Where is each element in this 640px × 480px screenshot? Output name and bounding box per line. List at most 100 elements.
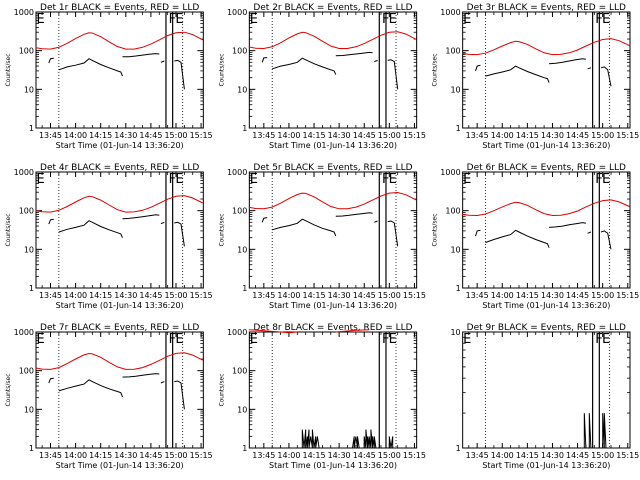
flag-marker-label: F bbox=[595, 172, 602, 187]
flag-marker-label: F bbox=[595, 332, 602, 347]
x-tick-label: 13:45 bbox=[466, 451, 489, 460]
y-tick-label: 100 bbox=[232, 47, 247, 56]
y-tick-label: 1000 bbox=[440, 8, 460, 17]
x-tick-label: 14:00 bbox=[277, 451, 300, 460]
x-tick-label: 15:00 bbox=[591, 451, 614, 460]
x-tick-label: 15:00 bbox=[164, 131, 187, 140]
y-axis-label: Counts/sec bbox=[5, 53, 12, 86]
y-axis-label: Counts/sec bbox=[432, 213, 439, 246]
detector-panel-3: Det 3r BLACK = Events, RED = LLD 1 10 100 10… bbox=[432, 3, 640, 150]
x-tick-label: 14:00 bbox=[491, 291, 514, 300]
x-tick-label: 15:00 bbox=[591, 131, 614, 140]
flag-marker-label: E bbox=[463, 12, 471, 27]
x-tick-label: 15:15 bbox=[403, 131, 426, 140]
detector-panel-1: Det 1r BLACK = Events, RED = LLD 1 10 100 10… bbox=[5, 3, 213, 150]
plot-frame bbox=[462, 11, 631, 129]
flag-marker-label: E bbox=[36, 172, 44, 187]
plot-frame bbox=[35, 11, 204, 129]
series-events-line bbox=[549, 222, 587, 228]
series-events-line bbox=[122, 214, 160, 220]
x-tick-label: 13:45 bbox=[39, 131, 62, 140]
x-axis-label: Start Time (01-Jun-14 13:36:20) bbox=[269, 461, 397, 470]
x-tick-label: 13:45 bbox=[252, 291, 275, 300]
y-tick-label: 1 bbox=[29, 124, 34, 133]
x-tick-label: 15:00 bbox=[164, 291, 187, 300]
x-tick-label: 14:30 bbox=[328, 451, 351, 460]
series-events-line bbox=[174, 221, 185, 247]
series-events-line bbox=[48, 57, 54, 64]
x-tick-label: 13:45 bbox=[252, 451, 275, 460]
x-tick-label: 14:30 bbox=[541, 131, 564, 140]
y-axis-label: Counts/sec bbox=[218, 373, 225, 406]
series-lld-line bbox=[248, 31, 417, 50]
x-tick-label: 14:45 bbox=[566, 291, 589, 300]
x-tick-label: 13:45 bbox=[466, 131, 489, 140]
flag-marker-label: F bbox=[169, 12, 176, 27]
x-tick-label: 14:30 bbox=[541, 451, 564, 460]
x-tick-label: 14:30 bbox=[114, 291, 137, 300]
flag-marker-label: E bbox=[175, 172, 183, 187]
series-events-line bbox=[587, 231, 592, 234]
x-tick-label: 14:00 bbox=[491, 131, 514, 140]
panel-title: Det 2r BLACK = Events, RED = LLD bbox=[253, 3, 412, 13]
series-events-line bbox=[549, 58, 586, 65]
x-tick-label: 15:00 bbox=[591, 291, 614, 300]
series-events-line bbox=[160, 60, 165, 63]
series-events-line bbox=[387, 59, 399, 90]
x-tick-label: 15:15 bbox=[616, 451, 639, 460]
y-axis-label: Counts/sec bbox=[5, 213, 12, 246]
series-events-line bbox=[374, 220, 378, 223]
flag-marker-label: E bbox=[36, 12, 44, 27]
x-axis-label: Start Time (01-Jun-14 13:36:20) bbox=[56, 301, 184, 310]
x-tick-label: 14:30 bbox=[328, 131, 351, 140]
x-tick-label: 14:30 bbox=[328, 291, 351, 300]
x-tick-label: 14:45 bbox=[139, 451, 162, 460]
flag-marker-label: F bbox=[382, 332, 389, 347]
detector-panel-6: Det 6r BLACK = Events, RED = LLD 1 10 100 10… bbox=[432, 163, 640, 310]
y-tick-label: 100 bbox=[232, 207, 247, 216]
x-tick-label: 14:45 bbox=[139, 131, 162, 140]
y-tick-label: 1000 bbox=[440, 168, 460, 177]
plot-frame bbox=[248, 171, 418, 289]
x-tick-label: 14:00 bbox=[64, 131, 87, 140]
series-events-line bbox=[272, 57, 337, 75]
series-events-line bbox=[485, 65, 550, 83]
x-tick-label: 14:00 bbox=[64, 451, 87, 460]
flag-marker-label: E bbox=[602, 12, 610, 27]
series-events-line bbox=[58, 220, 123, 238]
x-tick-label: 15:15 bbox=[403, 291, 426, 300]
x-tick-label: 14:00 bbox=[277, 291, 300, 300]
series-lld-line bbox=[248, 191, 417, 210]
flag-marker-label: E bbox=[250, 12, 258, 27]
x-tick-label: 15:00 bbox=[378, 131, 401, 140]
series-events-line bbox=[48, 218, 54, 225]
x-tick-label: 14:45 bbox=[566, 131, 589, 140]
flag-marker-label: E bbox=[389, 172, 397, 187]
series-events-line bbox=[587, 67, 592, 70]
y-tick-label: 10 bbox=[237, 85, 247, 94]
detector-panel-9: Det 9r BLACK = Events, RED = LLD 1 10 13:45… bbox=[450, 323, 639, 470]
series-events-line bbox=[485, 229, 550, 248]
y-tick-label: 1 bbox=[456, 284, 461, 293]
series-events-line bbox=[261, 57, 268, 63]
plot-frame bbox=[35, 331, 204, 449]
y-tick-label: 100 bbox=[19, 367, 34, 376]
series-events-line bbox=[301, 429, 320, 449]
x-tick-label: 14:45 bbox=[353, 451, 376, 460]
y-tick-label: 10 bbox=[450, 85, 460, 94]
series-lld-line bbox=[35, 352, 204, 370]
flag-marker-label: E bbox=[389, 12, 397, 27]
x-axis-label: Start Time (01-Jun-14 13:36:20) bbox=[269, 141, 397, 150]
x-tick-label: 14:00 bbox=[491, 451, 514, 460]
series-events-line bbox=[122, 53, 160, 58]
flag-marker-label: E bbox=[250, 332, 258, 347]
y-tick-label: 100 bbox=[19, 207, 34, 216]
y-tick-label: 1000 bbox=[14, 168, 34, 177]
x-tick-label: 14:30 bbox=[114, 451, 137, 460]
series-events-line bbox=[335, 212, 373, 217]
panel-title: Det 4r BLACK = Events, RED = LLD bbox=[40, 163, 199, 173]
flag-marker-label: E bbox=[389, 332, 397, 347]
x-tick-label: 15:00 bbox=[164, 451, 187, 460]
flag-marker-label: F bbox=[169, 332, 176, 347]
detector-panel-8: Det 8r BLACK = Events, RED = LLD 1 10 100 10… bbox=[218, 323, 426, 470]
